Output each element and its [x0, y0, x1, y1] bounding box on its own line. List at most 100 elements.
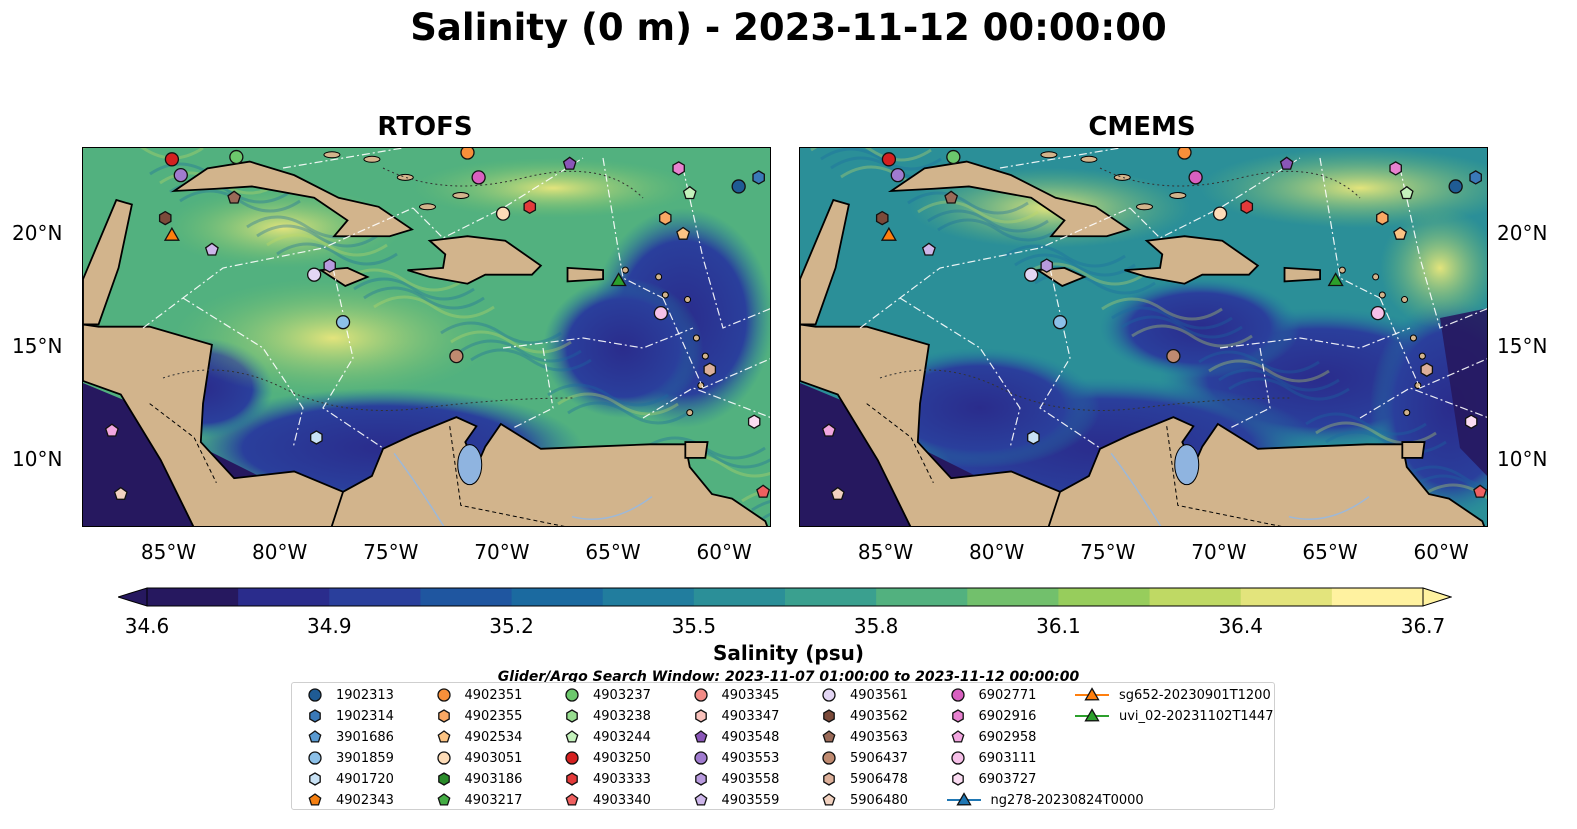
colorbar [118, 587, 1452, 607]
legend-item: 4903548 [690, 727, 779, 747]
legend-marker-icon [565, 751, 579, 765]
marker-1902313 [1448, 179, 1463, 194]
colorbar-segment [1149, 588, 1242, 606]
colorbar-tick-label: 35.8 [853, 614, 899, 638]
legend-symbol [950, 751, 965, 765]
marker-4903244 [1399, 185, 1414, 200]
marker-4903561 [1023, 267, 1039, 282]
legend-marker-icon [822, 751, 836, 765]
legend-marker-icon [565, 688, 579, 702]
marker-uvi_02-20231102T1447 [1327, 272, 1344, 287]
legend-marker-icon [565, 730, 579, 743]
marker-4903562 [875, 210, 889, 226]
colorbar-segment [1058, 588, 1151, 606]
legend-label: 6902916 [978, 708, 1037, 724]
marker-6903727 [1464, 414, 1478, 429]
lon-tick-label: 65°W [1302, 540, 1358, 564]
legend: 1902313 1902314 3901686 3901859 4901720 49023… [291, 682, 1275, 810]
legend-marker-icon [566, 709, 578, 723]
legend-marker-icon [308, 793, 322, 806]
panel-title-rtofs: RTOFS [377, 112, 473, 142]
lon-tick-label: 75°W [1080, 540, 1136, 564]
colorbar-segment [329, 588, 421, 606]
legend-item: ng278-20230824T0000 [946, 790, 1144, 810]
marker-sg652-20230901T1200 [880, 226, 897, 241]
legend-marker-icon [308, 730, 322, 743]
legend-marker-icon [309, 772, 321, 786]
legend-marker-icon [308, 688, 322, 702]
marker-uvi_02-20231102T1447 [610, 272, 627, 287]
colorbar-segment [876, 588, 968, 606]
legend-label: uvi_02-20231102T1447 [1119, 708, 1274, 724]
legend-symbol [565, 793, 579, 806]
lat-tick-label-right: 10°N [1497, 447, 1548, 472]
legend-label: 6903727 [978, 771, 1037, 787]
lon-tick-label: 65°W [585, 540, 641, 564]
marker-1902313 [731, 179, 746, 194]
colorbar-segment [693, 588, 786, 606]
marker-4903333 [1240, 199, 1254, 215]
marker-6902916 [672, 161, 685, 176]
landmass [83, 198, 133, 326]
legend-symbol [308, 730, 322, 743]
lat-tick-label-left: 20°N [12, 220, 63, 245]
legend-marker-icon [694, 772, 707, 786]
legend-symbol [436, 688, 451, 702]
landmass [566, 266, 604, 283]
legend-label: 6902958 [978, 729, 1037, 745]
legend-label: 4903563 [850, 729, 908, 745]
legend-marker-icon [946, 792, 981, 806]
legend-symbol [823, 772, 835, 786]
legend-symbol [950, 688, 965, 702]
map-panel-cmems [799, 147, 1488, 527]
legend-symbol [951, 709, 964, 723]
marker-6902958 [821, 423, 836, 437]
lon-tick-label: 80°W [252, 540, 308, 564]
colorbar-segment [238, 588, 330, 606]
legend-symbol [436, 751, 451, 765]
marker-5906478 [1420, 362, 1434, 377]
legend-marker-icon [309, 709, 321, 723]
legend-marker-icon [950, 688, 965, 702]
legend-item: 4903244 [561, 727, 651, 747]
legend-symbol [565, 751, 579, 765]
map-panel-rtofs [82, 147, 771, 527]
legend-symbol [823, 709, 835, 723]
legend-item: 4903558 [690, 769, 779, 789]
legend-item: 6902771 [947, 685, 1036, 705]
landmass [1283, 266, 1321, 283]
lon-tick-label: 70°W [474, 540, 530, 564]
landmass [887, 160, 1132, 238]
marker-5906478 [703, 362, 717, 377]
legend-item: 5906480 [818, 790, 908, 810]
marker-4901720 [310, 430, 323, 445]
landmass [318, 266, 370, 287]
marker-4901720 [1027, 430, 1040, 445]
legend-item: 4903238 [561, 706, 651, 726]
legend-label: 5906480 [850, 792, 908, 808]
marker-6902916 [1389, 161, 1402, 176]
marker-4903244 [682, 185, 697, 200]
marker-4903558 [1040, 258, 1053, 273]
legend-symbol [822, 793, 836, 806]
colorbar-tick-label: 36.1 [1036, 614, 1081, 638]
marker-5906437 [1166, 348, 1181, 364]
legend-item: sg652-20230901T1200 [1075, 685, 1271, 705]
legend-symbol [565, 730, 579, 743]
landmass [1401, 441, 1426, 459]
legend-label: 4902355 [464, 708, 523, 724]
marker-4903562 [158, 210, 172, 226]
legend-symbol [694, 793, 707, 806]
lon-tick-label: 75°W [363, 540, 419, 564]
legend-item: 4903347 [690, 706, 779, 726]
marker-4903051 [1212, 206, 1228, 221]
legend-label: 4902534 [464, 729, 523, 745]
lon-tick-label: 70°W [1191, 540, 1247, 564]
lon-tick-label: 85°W [857, 540, 914, 564]
colorbar-segment [511, 588, 604, 606]
colorbar-segment [1240, 588, 1333, 606]
legend-marker-icon [436, 688, 451, 702]
legend-marker-icon [565, 793, 579, 806]
legend-marker-icon [694, 730, 707, 743]
landmass [170, 160, 415, 238]
